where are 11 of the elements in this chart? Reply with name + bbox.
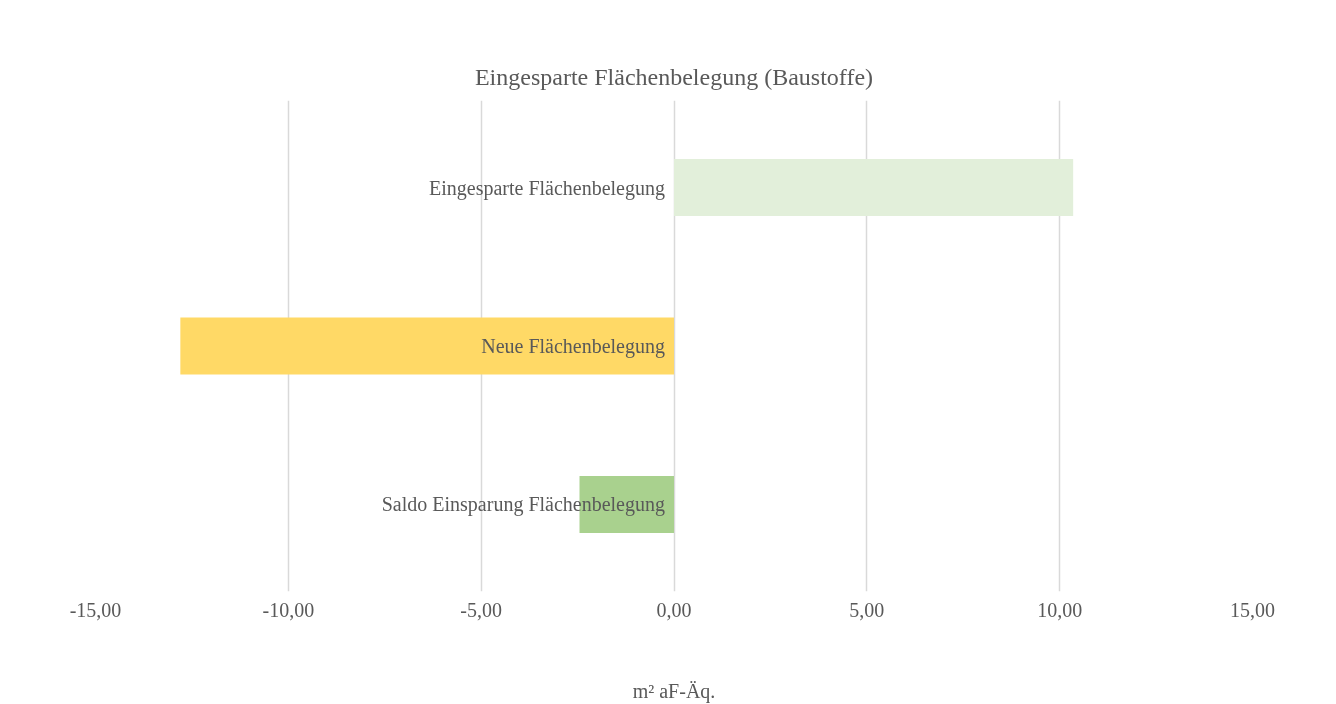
x-tick-label: 0,00 [656, 598, 692, 621]
x-axis-title: m² aF-Äq. [632, 679, 716, 703]
x-tick-label: -5,00 [460, 598, 503, 621]
x-tick-label: 10,00 [1037, 598, 1083, 621]
x-tick-label: 5,00 [849, 598, 885, 621]
x-tick-label: -15,00 [69, 598, 122, 621]
x-tick-label: 15,00 [1230, 598, 1275, 621]
chart-title: Eingesparte Flächenbelegung (Baustoffe) [474, 63, 874, 90]
y-tick-label: Eingesparte Flächenbelegung [428, 176, 666, 200]
y-tick-label: Neue Flächenbelegung [481, 335, 666, 358]
x-tick-label: -10,00 [262, 598, 315, 621]
